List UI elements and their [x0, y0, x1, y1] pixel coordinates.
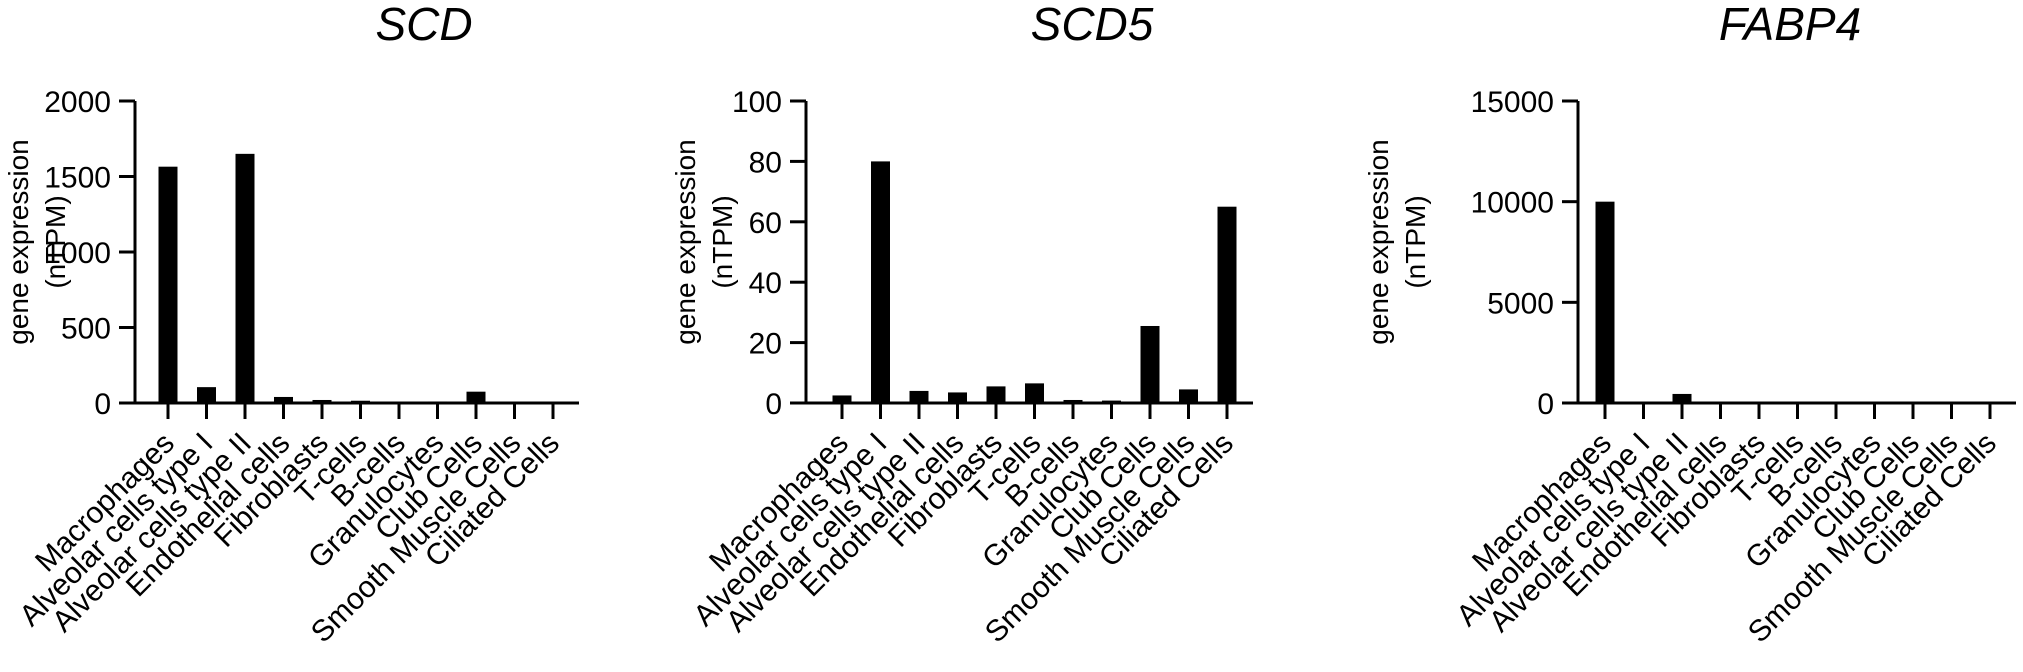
panel-scd: SCD gene expression (nTPM)	[3, 0, 473, 345]
y-axis-label: gene expression	[3, 139, 34, 344]
y-tick-label: 0	[765, 388, 782, 421]
y-axis-label: gene expression	[1363, 139, 1394, 344]
y-tick-label: 20	[749, 328, 782, 361]
y-tick-label: 40	[749, 267, 782, 300]
bar	[1025, 383, 1044, 403]
y-axis-label-unit: (nTPM)	[1400, 195, 1431, 288]
y-tick-label: 1500	[44, 162, 111, 195]
bar	[1711, 401, 1730, 403]
bar	[235, 153, 255, 403]
panel-title: SCD	[375, 0, 472, 50]
bar	[351, 400, 370, 403]
bar	[505, 402, 524, 403]
panel-fabp4: FABP4 gene expression (nTPM)	[1363, 0, 1861, 345]
y-tick-label: 2000	[44, 86, 111, 119]
bar	[1179, 389, 1198, 403]
y-axis-label: gene expression	[670, 139, 701, 344]
bar	[158, 166, 178, 403]
bar	[1942, 402, 1961, 403]
y-tick-label: 15000	[1471, 86, 1554, 119]
bar	[1749, 402, 1769, 403]
bar	[909, 390, 929, 403]
bar	[428, 401, 447, 403]
bar	[986, 386, 1006, 403]
bar	[1102, 400, 1121, 403]
y-tick-label: 1000	[44, 237, 111, 270]
y-axis-label-unit: (nTPM)	[707, 195, 738, 288]
y-tick-label: 100	[732, 86, 782, 119]
bar	[832, 395, 852, 403]
y-tick-label: 0	[1537, 388, 1554, 421]
y-tick-label: 0	[94, 388, 111, 421]
bar	[1672, 393, 1692, 403]
bar	[1595, 201, 1615, 403]
bar	[1865, 402, 1884, 403]
bar	[1788, 402, 1807, 403]
y-tick-label: 10000	[1471, 187, 1554, 220]
bar	[274, 396, 293, 403]
panel-title: FABP4	[1719, 0, 1861, 50]
bar	[312, 399, 332, 403]
bar	[1063, 399, 1083, 403]
y-tick-label: 60	[749, 207, 782, 240]
bar	[466, 391, 486, 403]
panel-scd5: SCD5 gene expression (nTPM)	[670, 0, 1154, 345]
bar	[1903, 401, 1923, 403]
y-tick-label: 80	[749, 146, 782, 179]
y-tick-label: 500	[61, 313, 111, 346]
panel-title: SCD5	[1031, 0, 1154, 50]
y-axis-label-unit: (nTPM)	[40, 195, 71, 288]
bar	[1217, 206, 1237, 403]
bar	[948, 392, 967, 403]
bar	[389, 401, 409, 403]
bar	[871, 161, 890, 403]
y-tick-label: 5000	[1487, 287, 1554, 320]
bar	[1826, 402, 1846, 403]
bar	[197, 387, 216, 403]
bar	[543, 402, 563, 403]
bar	[1140, 325, 1160, 403]
